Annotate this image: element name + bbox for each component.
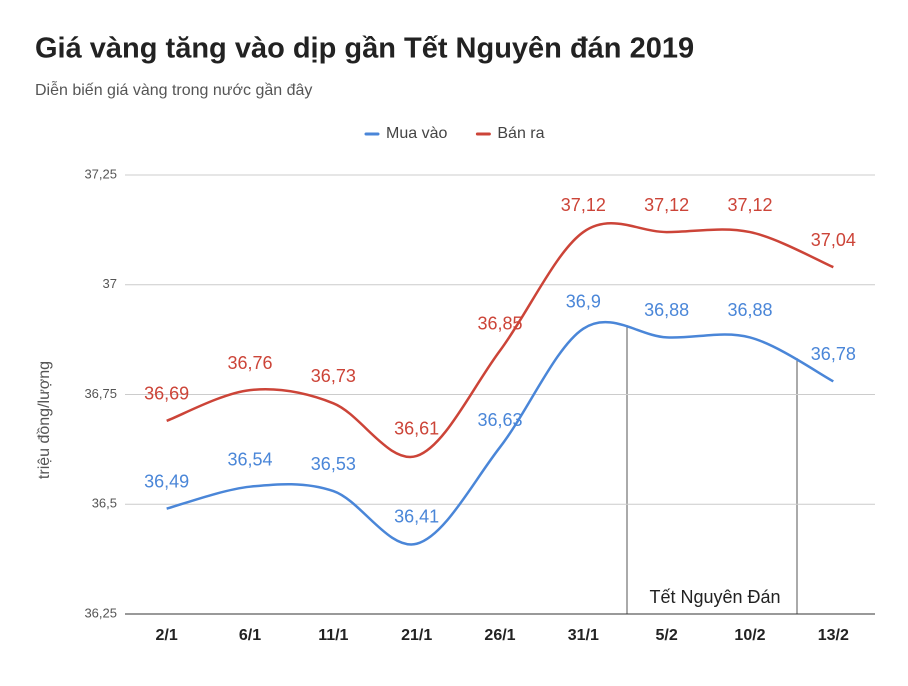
y-tick-label: 37,25 (84, 166, 117, 181)
legend-label: Mua vào (386, 125, 447, 142)
data-label: 36,9 (566, 291, 601, 311)
chart-title: Giá vàng tăng vào dịp gần Tết Nguyên đán… (35, 33, 694, 65)
x-tick-label: 5/2 (656, 627, 678, 644)
legend-label: Bán ra (497, 125, 544, 142)
y-tick-label: 36,5 (92, 496, 117, 511)
data-label: 36,85 (477, 313, 522, 333)
data-label: 37,04 (811, 230, 856, 250)
data-label: 36,53 (311, 454, 356, 474)
data-label: 37,12 (727, 195, 772, 215)
data-label: 36,88 (644, 300, 689, 320)
x-tick-label: 21/1 (401, 627, 432, 644)
x-tick-label: 10/2 (734, 627, 765, 644)
y-tick-label: 36,25 (84, 605, 117, 620)
data-label: 37,12 (561, 195, 606, 215)
y-tick-label: 37 (103, 276, 117, 291)
x-tick-label: 6/1 (239, 627, 261, 644)
data-label: 36,88 (727, 300, 772, 320)
data-label: 36,69 (144, 384, 189, 404)
chart-subtitle: Diễn biến giá vàng trong nước gần đây (35, 80, 312, 99)
x-tick-label: 31/1 (568, 627, 599, 644)
x-tick-label: 13/2 (818, 627, 849, 644)
data-label: 36,61 (394, 419, 439, 439)
data-label: 36,63 (477, 410, 522, 430)
annotation: Tết Nguyên Đán (649, 587, 780, 607)
data-label: 36,49 (144, 471, 189, 491)
y-tick-label: 36,75 (84, 386, 117, 401)
x-tick-label: 26/1 (484, 627, 515, 644)
data-label: 36,54 (227, 449, 272, 469)
data-label: 36,78 (811, 344, 856, 364)
data-label: 36,41 (394, 507, 439, 527)
data-label: 36,73 (311, 366, 356, 386)
data-label: 37,12 (644, 195, 689, 215)
y-axis-label: triệu đồng/lượng (36, 361, 53, 479)
x-tick-label: 11/1 (318, 627, 348, 644)
line (166, 320, 834, 546)
data-label: 36,76 (227, 353, 272, 373)
line (166, 222, 834, 459)
x-tick-label: 2/1 (156, 627, 178, 644)
